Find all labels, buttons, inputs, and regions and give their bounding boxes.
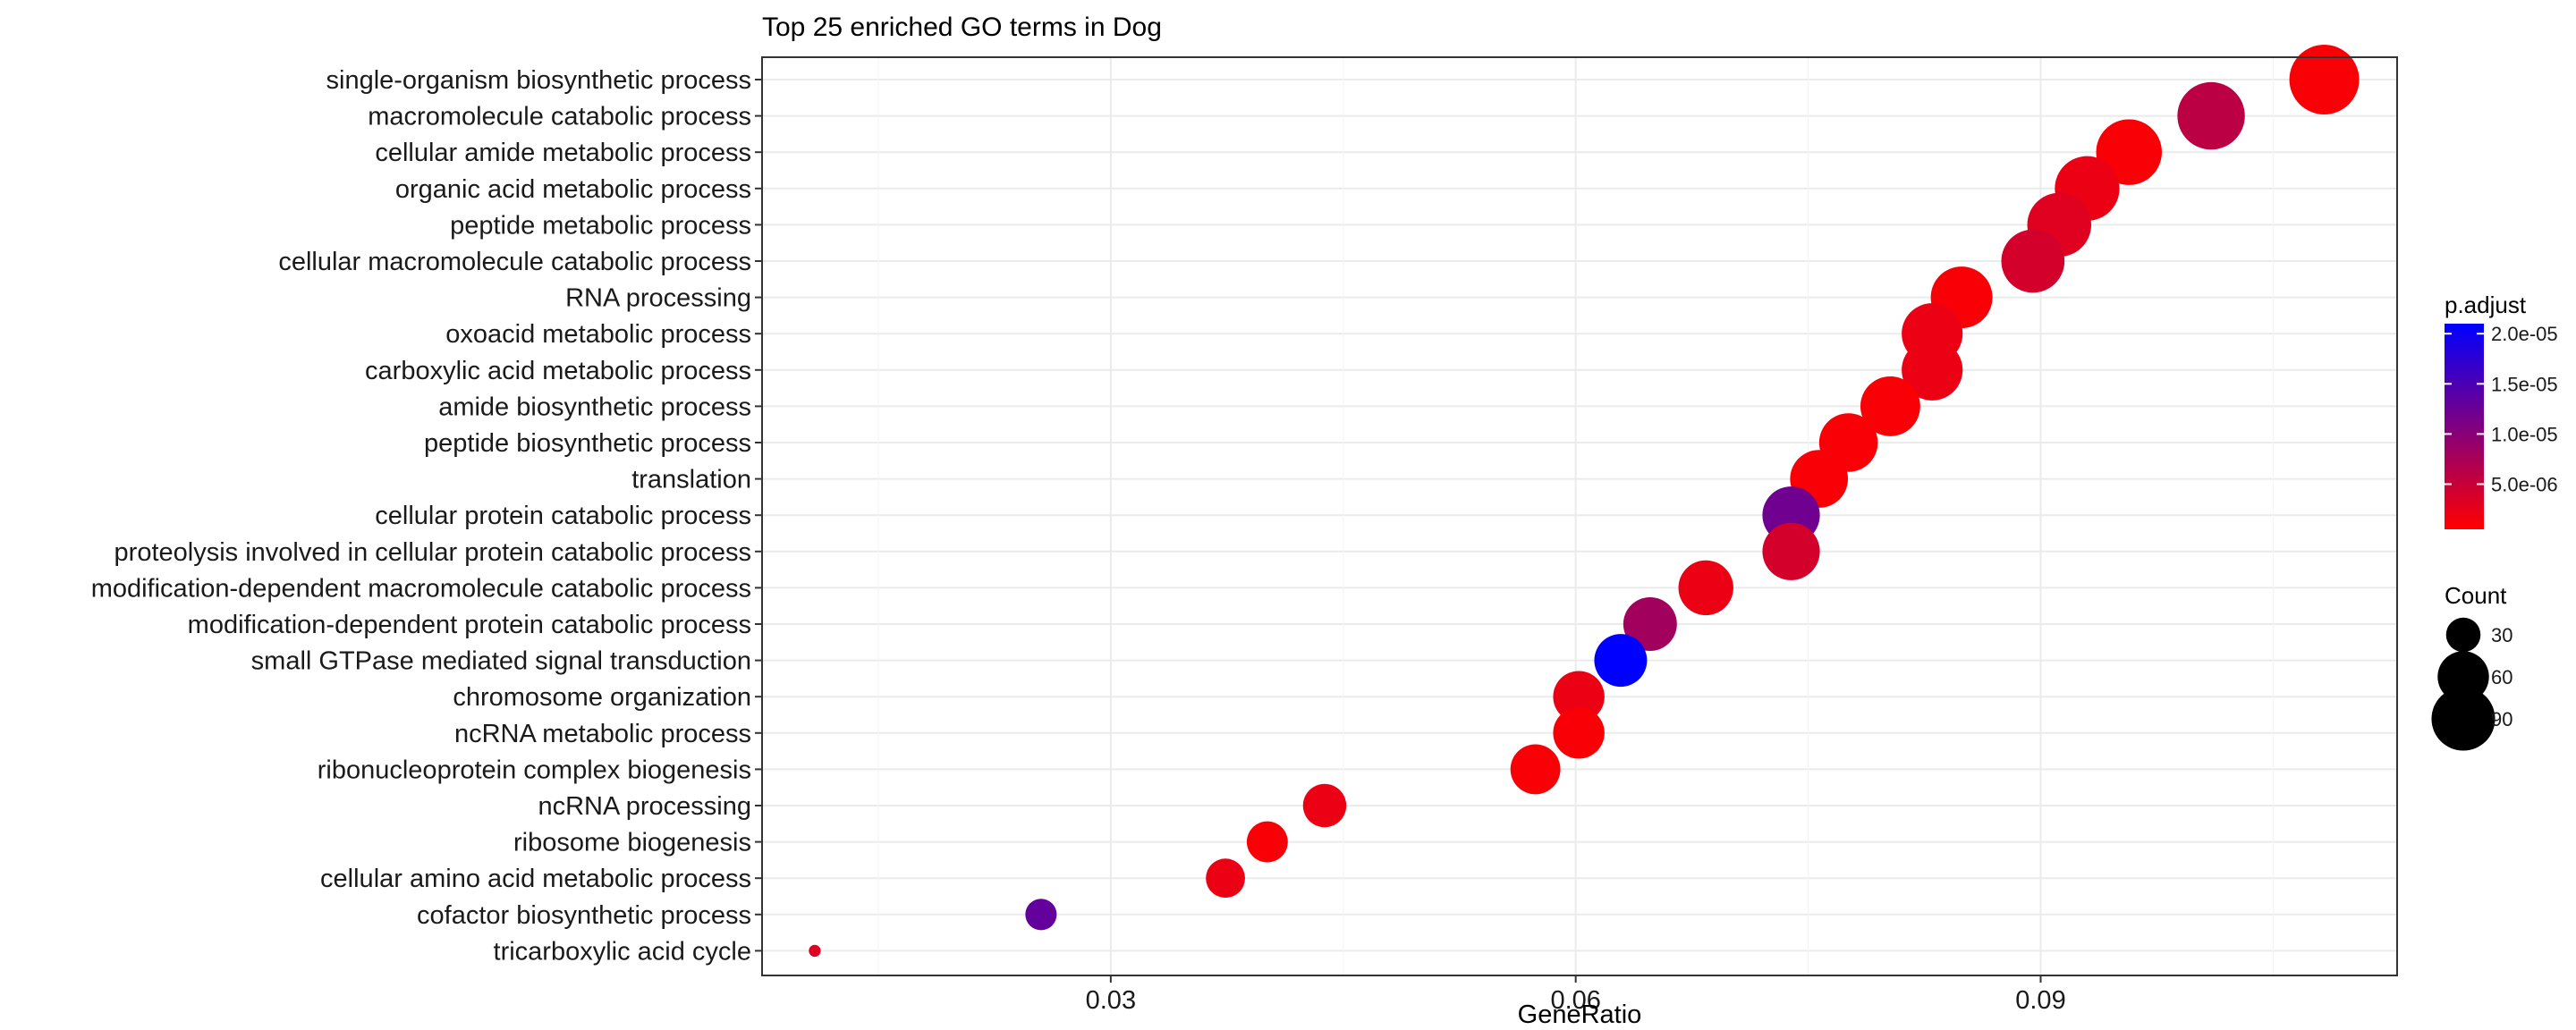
data-point (1678, 560, 1733, 616)
data-point (1860, 376, 1920, 436)
plot-panel-border (761, 56, 2398, 976)
y-axis-labels: single-organism biosynthetic process macr… (91, 66, 762, 966)
y-tick-label: macromolecule catabolic process (368, 103, 751, 131)
size-legend-label: 60 (2491, 666, 2512, 688)
y-tick-label: oxoacid metabolic process (445, 320, 751, 349)
y-tick-label: ncRNA processing (538, 792, 751, 821)
y-tick-label: peptide metabolic process (450, 211, 751, 240)
data-point (1206, 858, 1245, 899)
y-tick-label: organic acid metabolic process (395, 175, 751, 204)
data-point (1246, 821, 1288, 863)
y-tick-label: cellular amide metabolic process (375, 139, 751, 167)
data-point (2289, 44, 2360, 115)
size-legend-title: Count (2445, 582, 2507, 609)
data-point (1623, 597, 1677, 651)
x-tick-label: 0.09 (2015, 986, 2065, 1015)
size-legend-items: 30 60 90 (2431, 617, 2512, 751)
x-axis-title: GeneRatio (1518, 1000, 1642, 1029)
y-tick-label: modification-dependent protein catabolic… (188, 611, 751, 639)
color-legend: p.adjust 5.0e-06 1.0e-05 1.5e-05 2.0e-05 (2445, 291, 2558, 529)
chart-title: Top 25 enriched GO terms in Dog (762, 13, 1162, 42)
x-tick-label: 0.03 (1086, 986, 1136, 1015)
y-tick-label: tricarboxylic acid cycle (494, 937, 751, 966)
color-legend-ticks: 5.0e-06 1.0e-05 1.5e-05 2.0e-05 (2445, 323, 2558, 496)
y-tick-label: proteolysis involved in cellular protein… (114, 538, 751, 567)
y-tick-label: modification-dependent macromolecule cat… (91, 574, 751, 603)
data-point (2001, 229, 2065, 293)
x-axis-ticks: 0.03 0.06 0.09 (1086, 975, 2066, 1015)
color-legend-tick-label: 2.0e-05 (2491, 323, 2558, 345)
y-tick-label: cellular amino acid metabolic process (320, 865, 751, 893)
size-legend-label: 90 (2491, 708, 2512, 730)
data-point (1594, 634, 1648, 688)
data-point (1553, 707, 1605, 759)
points-layer (809, 44, 2360, 958)
size-legend-label: 30 (2491, 624, 2512, 646)
color-legend-title: p.adjust (2445, 291, 2527, 318)
data-point (2177, 81, 2245, 150)
data-point (1902, 339, 1963, 401)
data-point (809, 944, 821, 958)
size-legend-dot (2431, 687, 2496, 751)
color-legend-tick-label: 5.0e-06 (2491, 474, 2558, 496)
data-point (1762, 522, 1820, 580)
y-tick-label: chromosome organization (453, 683, 751, 712)
data-point (1553, 671, 1605, 722)
y-tick-label: single-organism biosynthetic process (326, 66, 752, 95)
size-legend-dot (2445, 617, 2481, 653)
color-legend-bar (2445, 324, 2484, 529)
plot-panel-background (762, 57, 2397, 975)
y-tick-label: peptide biosynthetic process (424, 429, 751, 458)
data-point (1025, 899, 1057, 931)
y-tick-label: ribonucleoprotein complex biogenesis (318, 756, 751, 784)
y-tick-label: translation (631, 466, 751, 494)
y-tick-label: RNA processing (565, 284, 751, 313)
y-tick-label: carboxylic acid metabolic process (365, 357, 751, 385)
y-tick-label: ribosome biogenesis (513, 829, 751, 857)
y-tick-label: small GTPase mediated signal transductio… (251, 647, 751, 676)
x-tick-label: 0.06 (1550, 986, 1600, 1015)
size-legend: Count 30 60 90 (2431, 582, 2512, 751)
y-tick-label: ncRNA metabolic process (454, 720, 751, 748)
data-point (1302, 783, 1347, 828)
size-legend-dot (2437, 651, 2489, 703)
color-legend-tick-label: 1.5e-05 (2491, 373, 2558, 395)
y-tick-label: cellular protein catabolic process (375, 502, 751, 530)
y-tick-label: cellular macromolecule catabolic process (278, 248, 751, 276)
y-tick-label: amide biosynthetic process (438, 393, 751, 421)
y-tick-label: cofactor biosynthetic process (417, 901, 751, 930)
color-legend-tick-label: 1.0e-05 (2491, 423, 2558, 445)
data-point (1510, 744, 1561, 795)
